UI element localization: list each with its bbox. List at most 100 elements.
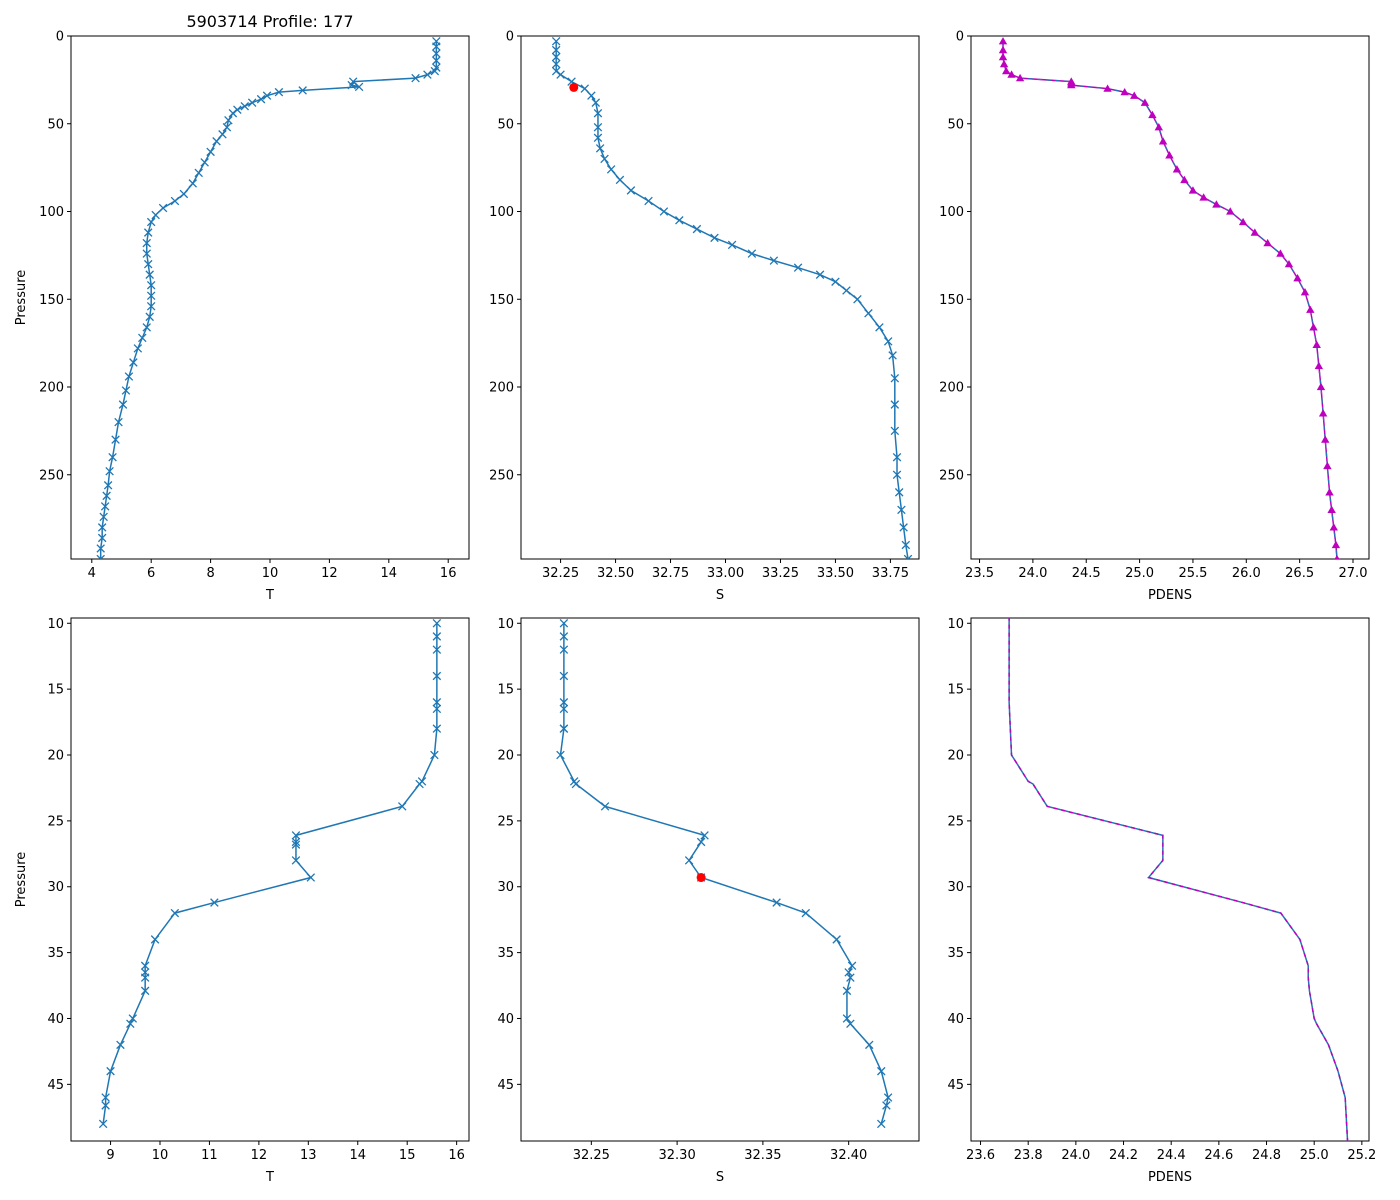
y-axis-label: Pressure	[14, 852, 29, 908]
x-marker	[96, 554, 105, 559]
triangle-marker	[1172, 165, 1182, 173]
triangle-marker	[1306, 305, 1315, 313]
triangle-marker	[1312, 340, 1321, 349]
x-tick-label: 33.50	[817, 566, 854, 581]
x-marker	[140, 986, 150, 996]
x-tick-label: 8	[206, 566, 214, 581]
y-tick-label: 20	[47, 749, 64, 764]
x-marker	[644, 196, 653, 206]
x-tick-label: 14	[349, 1148, 366, 1163]
x-marker	[432, 42, 441, 51]
y-tick-label: 50	[497, 117, 514, 132]
x-marker	[883, 337, 893, 346]
triangle-marker	[1140, 98, 1150, 106]
x-marker	[727, 240, 737, 250]
x-axis-label: T	[265, 588, 274, 603]
x-marker	[593, 108, 603, 118]
x-marker	[111, 435, 120, 444]
triangle-marker	[1316, 382, 1326, 391]
x-axis-label: T	[265, 1170, 274, 1185]
x-marker	[876, 1119, 886, 1129]
plot-area	[556, 619, 893, 1129]
y-tick-label: 40	[947, 1012, 964, 1027]
x-marker	[347, 80, 356, 90]
x-marker	[212, 137, 221, 146]
x-axis-label: PDENS	[1148, 1170, 1192, 1185]
x-marker	[591, 98, 601, 107]
x-marker	[559, 704, 569, 714]
x-marker	[815, 270, 825, 279]
x-marker	[291, 831, 301, 840]
x-tick-label: 12	[251, 1148, 268, 1163]
x-tick-label: 25.5	[1178, 566, 1207, 581]
x-marker	[846, 973, 855, 982]
x-marker	[124, 372, 134, 381]
y-tick-label: 0	[56, 30, 64, 45]
x-tick-label: 24.2	[1109, 1148, 1138, 1163]
y-tick-label: 30	[947, 880, 964, 895]
x-marker	[684, 856, 694, 865]
y-tick-label: 45	[497, 1078, 514, 1093]
triangle-marker	[998, 45, 1008, 54]
x-marker	[432, 671, 442, 681]
y-tick-label: 25	[947, 814, 964, 829]
x-marker	[899, 523, 908, 532]
x-marker	[876, 1066, 886, 1076]
triangle-marker	[1334, 554, 1340, 559]
x-marker	[551, 52, 561, 62]
x-tick-label: 32.40	[830, 1148, 867, 1163]
x-tick-label: 32.75	[652, 566, 689, 581]
x-tick-label: 15	[399, 1148, 416, 1163]
x-marker	[145, 312, 154, 322]
y-tick-label: 25	[47, 814, 64, 829]
y-tick-label: 0	[956, 30, 964, 45]
x-marker	[146, 302, 156, 311]
x-tick-label: 24.8	[1252, 1148, 1281, 1163]
triangle-marker	[1276, 249, 1285, 257]
x-marker	[102, 491, 111, 501]
x-tick-label: 24.0	[1061, 1148, 1090, 1163]
x-tick-label: 9	[106, 1148, 114, 1163]
x-marker	[224, 115, 233, 125]
y-tick-label: 250	[489, 468, 514, 483]
x-marker	[142, 249, 151, 258]
x-marker	[298, 86, 307, 95]
x-marker	[551, 37, 561, 46]
y-tick-label: 45	[947, 1078, 964, 1093]
axes-frame	[520, 35, 920, 560]
x-marker	[692, 224, 702, 234]
y-tick-label: 15	[947, 683, 964, 698]
x-tick-label: 12	[321, 566, 338, 581]
y-tick-label: 0	[506, 30, 514, 45]
x-marker	[710, 233, 719, 243]
x-marker	[158, 203, 168, 213]
x-marker	[222, 123, 232, 132]
triangle-marker	[999, 59, 1009, 68]
x-marker	[595, 144, 605, 153]
subplot-top-salinity: 32.25 32.50 32.75 33.00 33.25 33.50 33.75 0 50 10…	[489, 30, 920, 603]
y-tick-label: 35	[947, 946, 964, 961]
x-tick-label: 27.0	[1339, 566, 1368, 581]
y-tick-label: 35	[47, 946, 64, 961]
plot-area	[551, 37, 913, 559]
x-marker	[432, 49, 441, 58]
x-marker	[291, 840, 301, 849]
y-tick-label: 250	[39, 468, 64, 483]
x-marker	[121, 386, 131, 395]
x-axis-label: PDENS	[1148, 588, 1192, 603]
x-marker	[569, 777, 579, 786]
y-tick-label: 250	[939, 468, 964, 483]
x-marker	[116, 1040, 125, 1050]
triangle-marker	[1323, 461, 1332, 470]
y-tick-label: 40	[497, 1012, 514, 1027]
triangle-marker	[1325, 488, 1334, 496]
plot-area	[96, 37, 441, 559]
triangle-marker	[1002, 66, 1011, 75]
triangle-marker	[1015, 73, 1025, 82]
x-marker	[129, 358, 138, 367]
density-line	[1002, 41, 1338, 559]
mixed-layer-marker	[569, 82, 579, 92]
x-marker	[600, 802, 610, 811]
x-marker	[274, 87, 284, 97]
x-marker	[106, 1066, 115, 1076]
